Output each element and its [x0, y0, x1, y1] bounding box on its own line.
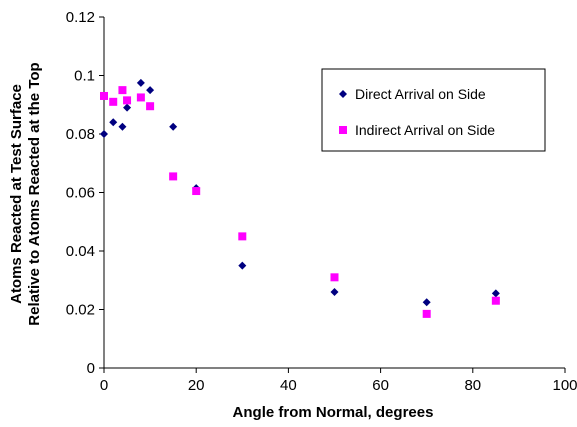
y-tick-label: 0.04	[66, 243, 95, 260]
indirect-arrival-point	[100, 91, 108, 100]
indirect-arrival-point	[422, 309, 431, 318]
y-tick-label: 0	[87, 360, 95, 377]
x-tick-label: 0	[100, 377, 108, 394]
direct-arrival-point	[169, 122, 178, 131]
x-tick-label: 60	[372, 377, 389, 394]
legend-box	[321, 68, 546, 152]
x-tick-label: 20	[188, 377, 205, 394]
direct-arrival-point	[118, 122, 127, 131]
data-points	[100, 78, 500, 318]
indirect-arrival-point	[146, 102, 155, 111]
indirect-arrival-point	[136, 93, 145, 102]
direct-arrival-point	[136, 78, 145, 87]
direct-arrival-point	[100, 130, 108, 138]
tick-labels: 0 0.02 0.04 0.06 0.08 0.1 0.12 0 20 40 60 80 100	[66, 9, 577, 394]
axes	[99, 16, 566, 373]
direct-arrival-point	[238, 261, 247, 270]
indirect-arrival-point	[123, 96, 132, 105]
direct-arrival-point	[330, 287, 339, 296]
indirect-arrival-point	[192, 187, 201, 196]
indirect-arrival-point	[118, 86, 127, 95]
x-tick-label: 100	[552, 377, 577, 394]
direct-arrival-point	[123, 103, 132, 112]
direct-arrival-point	[491, 289, 500, 298]
direct-arrival-point	[422, 298, 431, 307]
legend-indirect-marker	[339, 126, 347, 134]
y-tick-label: 0.02	[66, 302, 95, 319]
y-tick-label: 0.06	[66, 185, 95, 202]
y-tick-label: 0.08	[66, 126, 95, 143]
y-axis-title-line-2: Relative to Atoms Reacted at the Top	[26, 62, 43, 325]
indirect-arrival-point	[491, 296, 500, 305]
legend-entry-label: Indirect Arrival on Side	[355, 122, 495, 138]
indirect-arrival-point	[109, 97, 118, 106]
direct-arrival-point	[109, 118, 118, 127]
x-tick-label: 80	[464, 377, 481, 394]
y-tick-label: 0.1	[74, 68, 95, 85]
y-tick-label: 0.12	[66, 9, 95, 26]
x-tick-label: 40	[280, 377, 297, 394]
x-axis-title: Angle from Normal, degrees	[233, 404, 434, 421]
indirect-arrival-point	[238, 232, 247, 241]
legend-direct-marker	[339, 90, 347, 98]
legend-entry-label: Direct Arrival on Side	[355, 86, 486, 102]
direct-arrival-point	[146, 86, 155, 95]
indirect-arrival-point	[330, 273, 339, 282]
y-axis-title-line-1: Atoms Reacted at Test Surface	[8, 84, 25, 304]
indirect-arrival-point	[169, 172, 178, 181]
legend: Direct Arrival on Side Indirect Arrival o…	[321, 68, 546, 152]
